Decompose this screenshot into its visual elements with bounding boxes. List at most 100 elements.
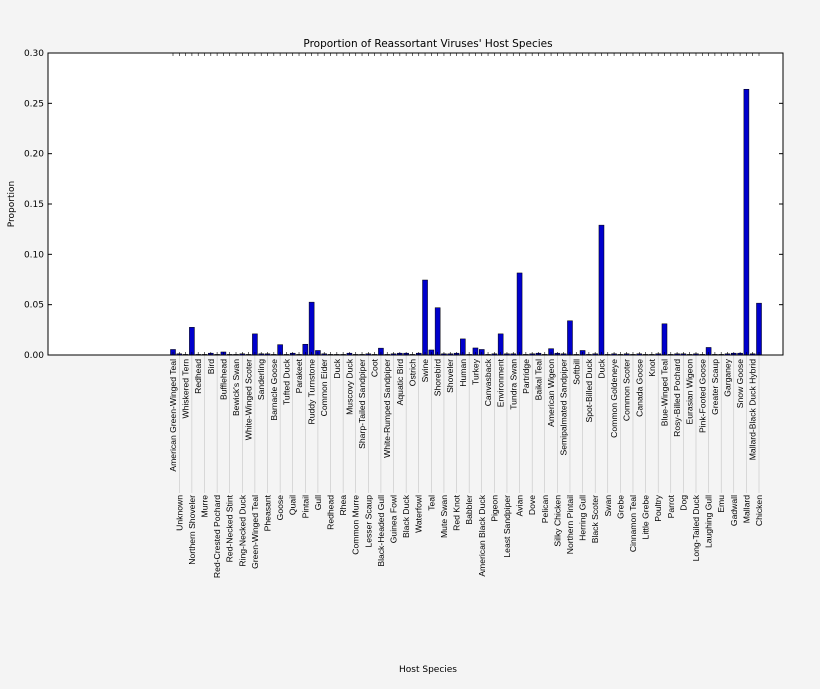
x-tick-label: Shoveler [445,359,455,393]
plot-frame [47,52,784,356]
y-tick-label: 0.30 [24,49,44,59]
x-tick-label: Duck [332,358,342,378]
x-tick-label: Human [458,359,468,387]
x-tick-label: Turkey [470,358,480,385]
x-tick-label: Sanderling [256,359,266,400]
x-tick-label: Northern Pintail [565,495,575,554]
x-tick-label: Eurasian Wigeon [685,359,695,425]
x-tick-label: Common Eider [319,359,329,416]
x-tick-label: Pintail [300,495,310,518]
x-tick-label: Gull [313,495,323,510]
x-tick-label: Muscovy Duck [344,358,354,415]
bar [308,301,315,356]
y-axis-label: Proportion [7,181,17,227]
x-tick-label: Silky Chicken [552,495,562,547]
x-tick-label: Parrot [666,494,676,518]
x-tick-label: Pelican [540,495,550,523]
x-tick-label: Guinea Fowl [389,495,399,543]
x-tick-label: Spot-Billed Duck [584,358,594,422]
x-tick-label: Tundra Swan [508,359,518,410]
x-tick-label: Black Duck [401,494,411,538]
bar [598,224,605,356]
x-tick-label: Knot [647,358,657,376]
chart-title: Proportion of Reassortant Viruses' Host … [303,38,552,50]
x-tick-label: Waterfowl [414,495,424,533]
bar [189,327,195,356]
bar [434,307,441,356]
y-tick-label: 0.00 [24,351,44,361]
x-tick-label: Common Scoter [622,359,632,421]
x-tick-label: Rosy-Billed Pochard [672,359,682,437]
x-tick-label: Teal [426,495,436,511]
x-tick-label: Black-Headed Gull [376,495,386,567]
bar [743,88,750,356]
x-tick-label: Ring-Necked Duck [237,494,247,566]
x-tick-label: Canvasback [483,358,493,406]
bar [567,320,573,356]
x-tick-label: Rhea [338,495,348,516]
x-tick-label: Ruddy Turnstone [307,359,317,425]
x-tick-label: Emu [716,495,726,513]
x-tick-label: Chicken [754,495,764,526]
x-tick-label: Unknown [174,495,184,531]
y-tick-label: 0.10 [24,250,44,260]
x-tick-label: Ostrich [407,359,417,386]
x-tick-label: American Green-Winged Teal [168,359,178,472]
y-tick-label: 0.05 [24,301,44,311]
x-tick-label: Dove [527,495,537,515]
x-tick-label: Swan [603,495,613,517]
x-tick-label: Goose [275,495,285,521]
x-tick-label: Sharp-Tailed Sandpiper [357,359,367,449]
x-tick-label: Garganey [722,358,732,396]
x-tick-label: White-Winged Scoter [244,359,254,440]
x-tick-label: White-Rumped Sandpiper [382,359,392,458]
x-tick-label: Greater Scaup [710,359,720,415]
x-tick-label: Quail [288,495,298,515]
x-tick-label: Bewick's Swan [231,359,241,416]
x-tick-label: Softbill [571,359,581,385]
x-tick-label: American Wigeon [546,359,556,427]
x-tick-label: Red Knot [452,494,462,530]
x-tick-label: Pigeon [489,495,499,522]
x-tick-label: Cinnamon Teal [628,495,638,552]
x-tick-label: Tufted Duck [281,358,291,405]
x-tick-label: Coot [370,358,380,377]
x-tick-label: Redhead [326,495,336,530]
x-tick-label: Pheasant [263,494,273,531]
y-tick-label: 0.25 [24,99,44,109]
y-tick-label: 0.20 [24,150,44,160]
x-tick-label: Blue-Winged Teal [659,359,669,426]
x-tick-label: Babbler [464,495,474,525]
bar [497,333,504,356]
bar [661,323,668,356]
x-tick-label: Barnacle Goose [269,359,279,421]
x-tick-label: Avian [515,495,525,517]
x-tick-label: Laughing Gull [704,495,714,548]
x-tick-label: Mallard [741,495,751,523]
x-tick-label: Bird [206,359,216,375]
x-tick-label: Dog [678,495,688,511]
bar [422,279,428,356]
x-tick-label: Aquatic Bird [395,359,405,406]
bar [756,302,762,356]
x-tick-label: Grebe [615,495,625,519]
x-tick-label: Redhead [193,359,203,394]
x-tick-label: Pink-Footed Goose [697,359,707,433]
bar [252,333,258,356]
x-axis-label: Host Species [399,665,457,675]
x-tick-label: Little Grebe [641,495,651,540]
y-tick-label: 0.15 [24,200,44,210]
x-tick-label: Partridge [521,359,531,394]
plot-area [48,53,783,355]
x-tick-label: Red-Crested Pochard [212,495,222,578]
x-tick-label: Green-Winged Teal [250,495,260,569]
x-tick-label: Black Scoter [590,495,600,543]
x-tick-label: Gadwall [729,495,739,526]
x-tick-label: Mute Swan [439,495,449,538]
bar [516,272,523,356]
x-tick-label: Least Sandpiper [502,495,512,558]
x-tick-label: Shorebird [433,359,443,396]
x-tick-label: Duck [596,358,606,378]
x-tick-label: Semipalmated Sandpiper [559,359,569,456]
